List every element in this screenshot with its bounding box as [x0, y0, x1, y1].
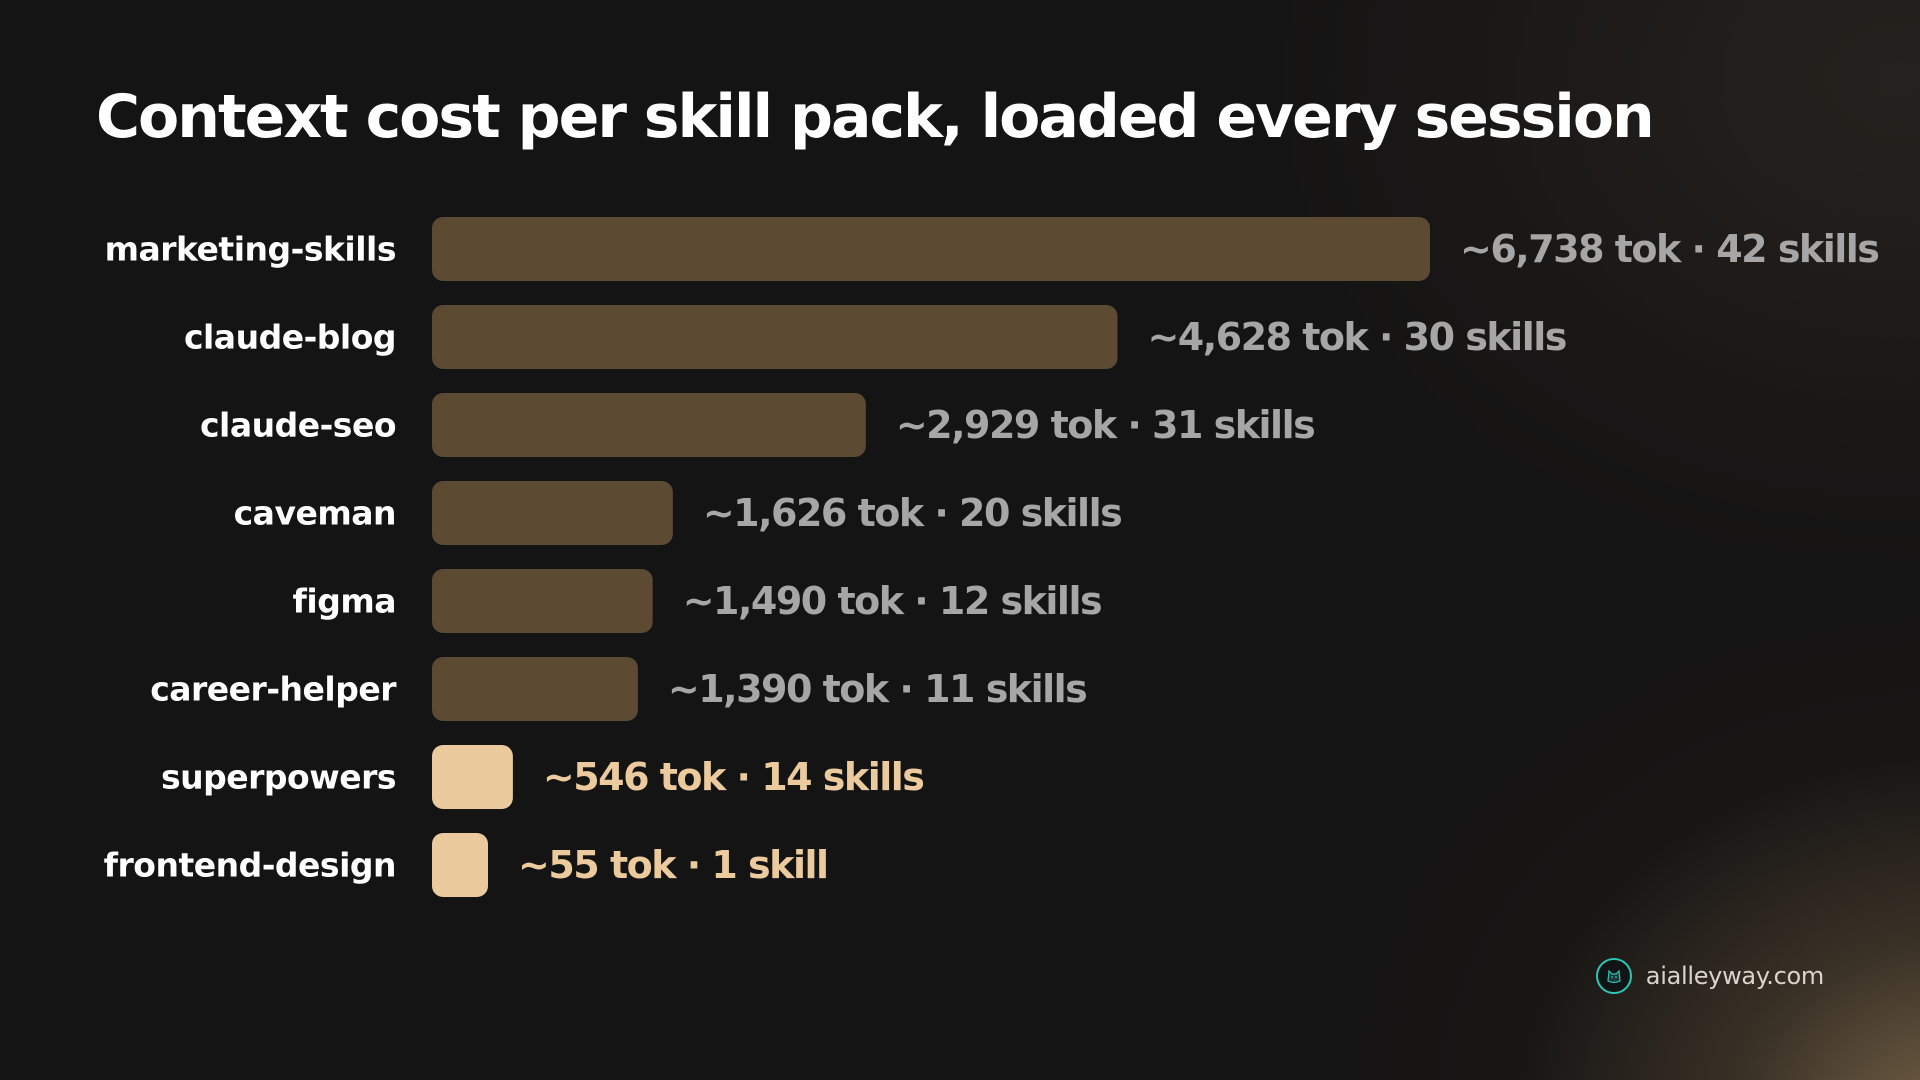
bar-row: career-helper ~1,390 tok · 11 skills: [150, 657, 1088, 721]
bar-row: figma ~1,490 tok · 12 skills: [293, 569, 1103, 633]
bar-row: claude-blog ~4,628 tok · 30 skills: [184, 305, 1567, 369]
bar: [432, 393, 866, 457]
value-label: ~546 tok · 14 skills: [543, 755, 924, 799]
brand-text: aialleyway.com: [1645, 962, 1825, 990]
bar: [432, 481, 673, 545]
value-label: ~6,738 tok · 42 skills: [1460, 227, 1878, 271]
category-label: marketing-skills: [105, 230, 396, 269]
category-label: figma: [293, 582, 396, 621]
bar-row: superpowers ~546 tok · 14 skills: [161, 745, 925, 809]
bar-row: claude-seo ~2,929 tok · 31 skills: [200, 393, 1316, 457]
category-label: claude-blog: [184, 318, 396, 357]
category-label: claude-seo: [200, 406, 396, 445]
bar-row: frontend-design ~55 tok · 1 skill: [104, 833, 829, 897]
category-label: superpowers: [161, 758, 396, 797]
category-label: frontend-design: [104, 846, 396, 885]
bar: [432, 657, 638, 721]
alley-cat-logo-icon: [1595, 958, 1632, 994]
bar: [432, 569, 653, 633]
value-label: ~1,490 tok · 12 skills: [683, 579, 1101, 623]
category-label: career-helper: [150, 670, 397, 709]
value-label: ~1,390 tok · 11 skills: [668, 667, 1086, 711]
bar: [432, 833, 488, 897]
bar: [432, 745, 513, 809]
bar: [432, 305, 1118, 369]
value-label: ~2,929 tok · 31 skills: [896, 403, 1314, 447]
brand-footer: aialleyway.com: [1595, 958, 1825, 994]
value-label: ~1,626 tok · 20 skills: [703, 491, 1121, 535]
bar: [432, 217, 1430, 281]
category-label: caveman: [234, 494, 396, 533]
chart-title: Context cost per skill pack, loaded ever…: [96, 82, 1655, 152]
bar-row: marketing-skills ~6,738 tok · 42 skills: [105, 217, 1880, 281]
bar-row: caveman ~1,626 tok · 20 skills: [234, 481, 1123, 545]
value-label: ~55 tok · 1 skill: [518, 843, 828, 887]
value-label: ~4,628 tok · 30 skills: [1147, 315, 1565, 359]
